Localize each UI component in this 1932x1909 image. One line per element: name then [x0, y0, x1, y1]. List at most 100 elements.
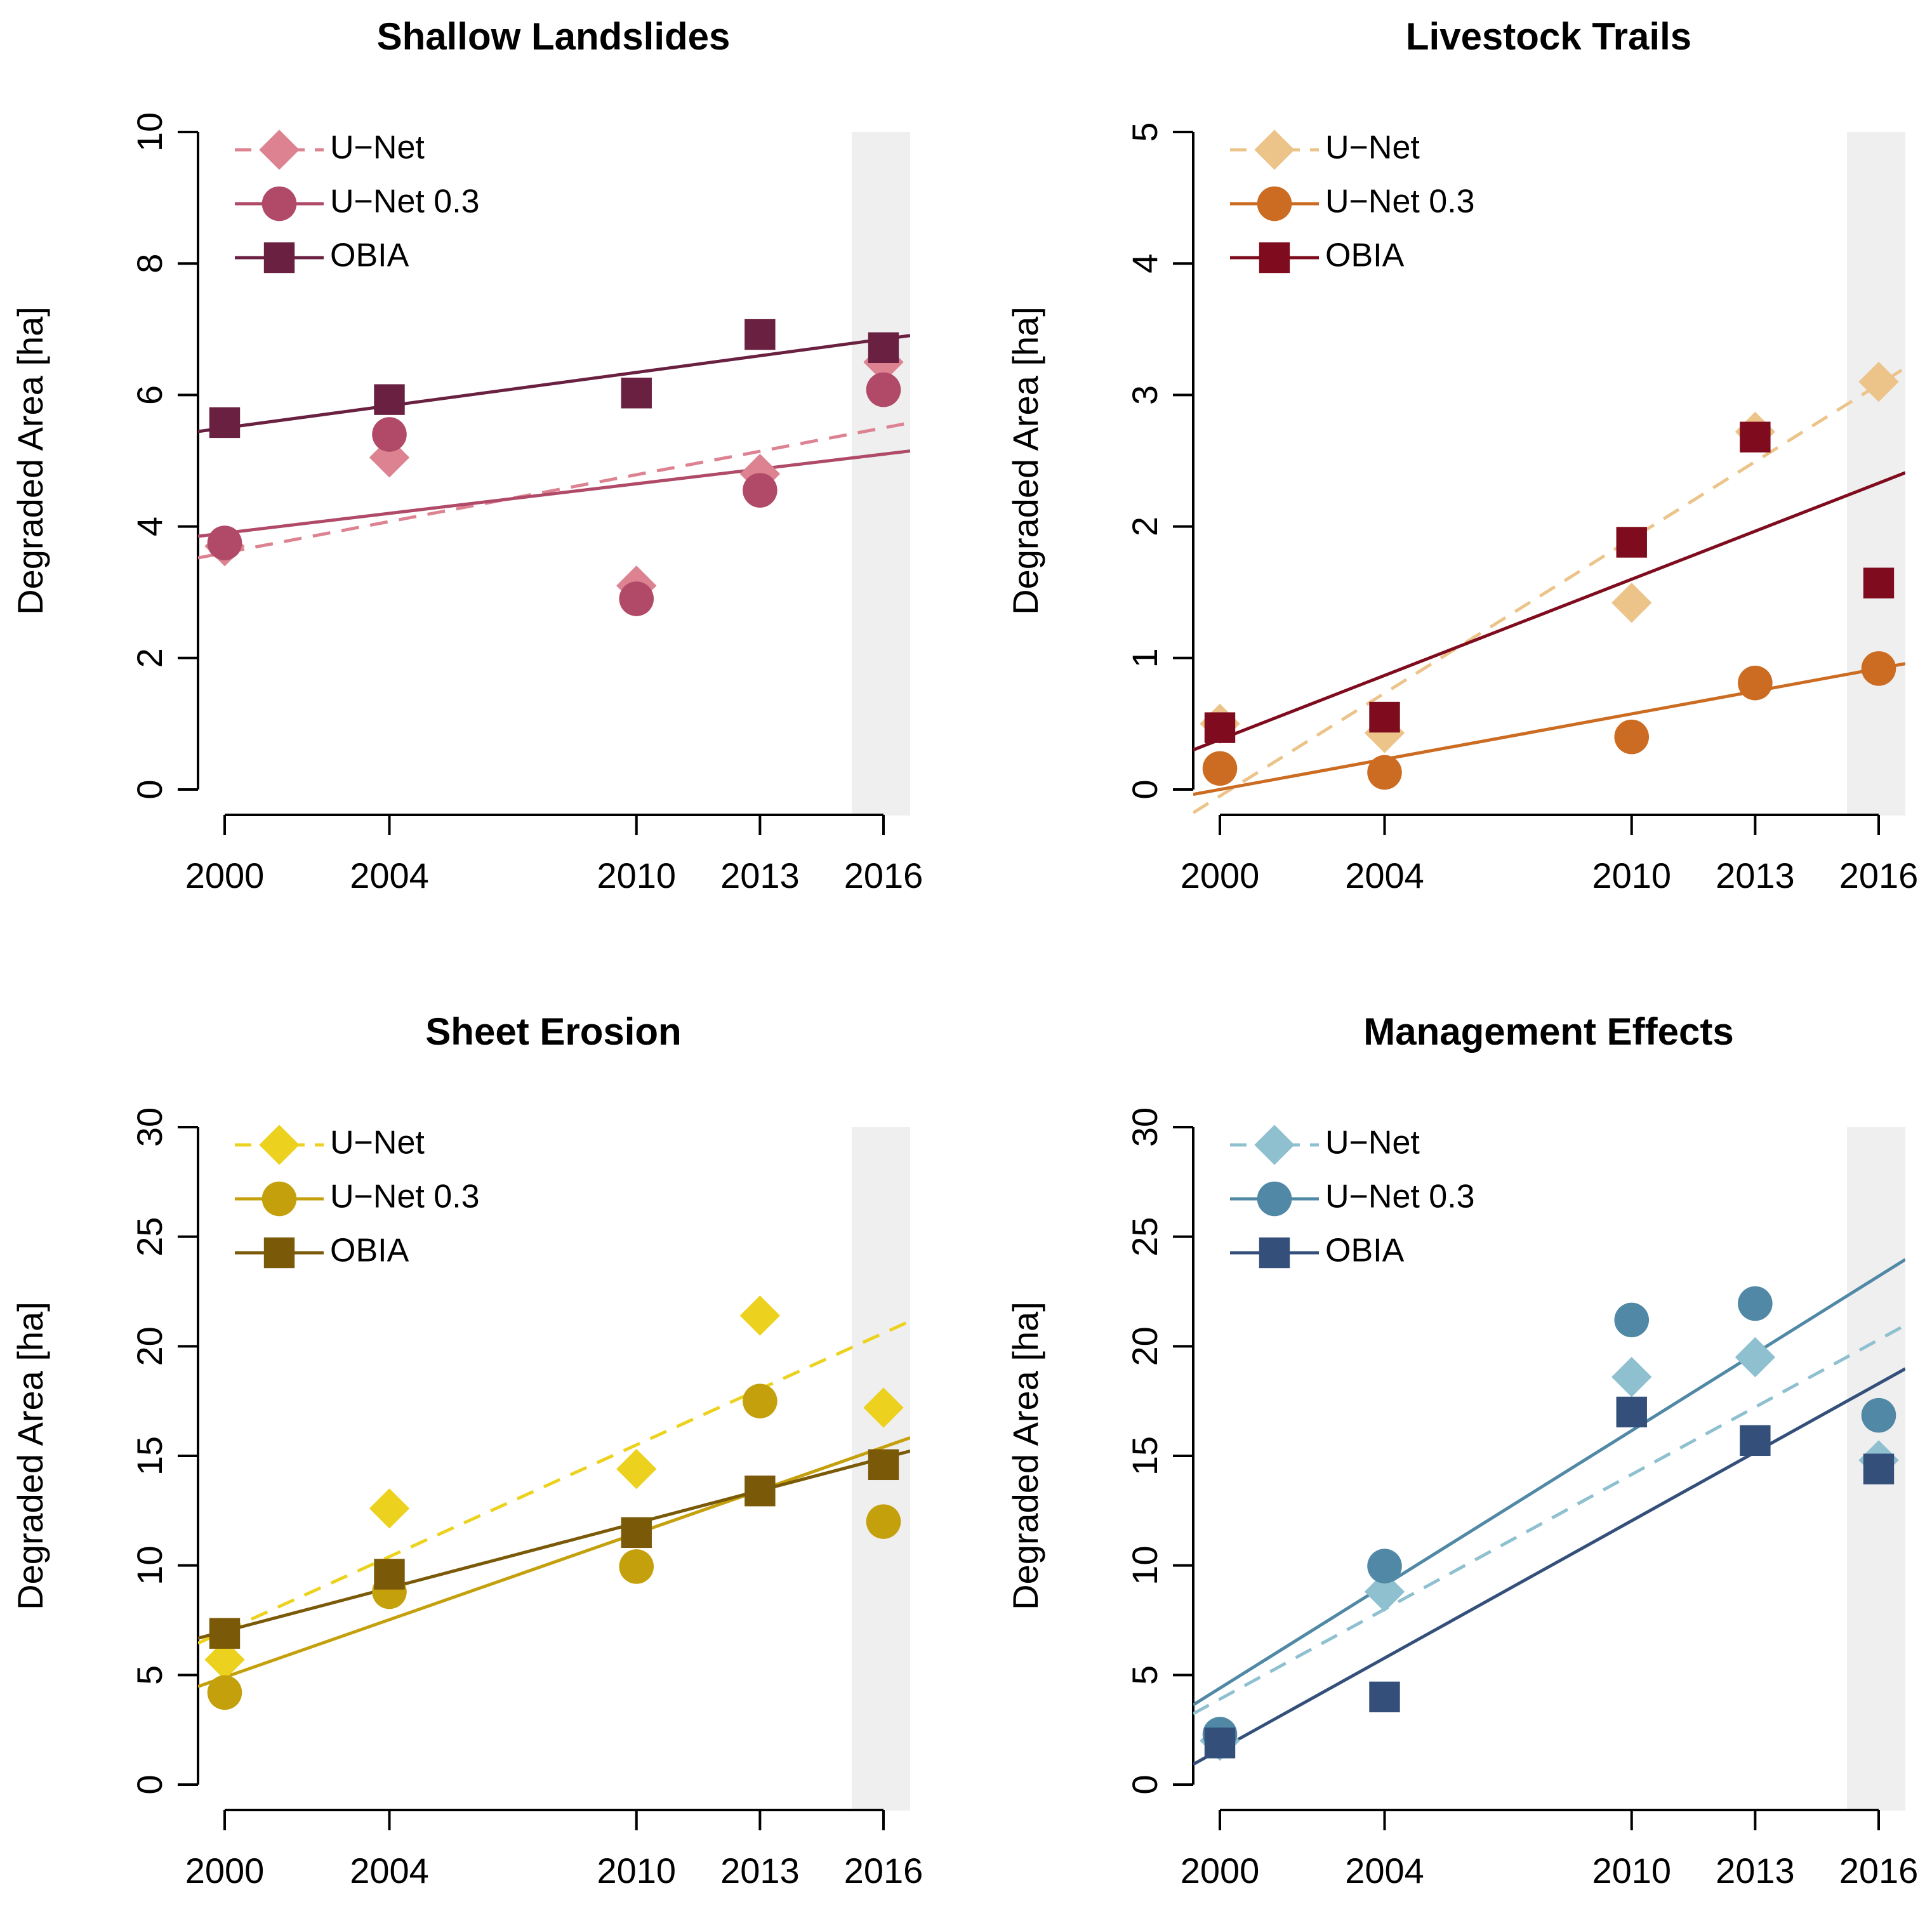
data-point-obia-2000 [209, 1618, 241, 1649]
y-axis-label: Degraded Area [ha] [1005, 307, 1045, 615]
trend-lines [1193, 366, 1905, 814]
x-tick-label: 2016 [1839, 1851, 1919, 1891]
legend-marker-obia [263, 1237, 295, 1269]
y-tick-label: 2 [129, 648, 169, 668]
data-point-u-net-2004 [369, 1488, 410, 1529]
data-point-u-net-0-3-2000 [207, 525, 242, 560]
trend-line-u-net [1193, 366, 1905, 814]
legend-label: U−Net 0.3 [1325, 1179, 1475, 1215]
legend: U−Net U−Net 0.3 OBIA [235, 1125, 480, 1269]
y-tick-label: 10 [129, 112, 169, 152]
data-point-u-net-2004 [1364, 1571, 1405, 1612]
legend-marker-u-net [259, 129, 300, 170]
y-tick-label: 5 [1125, 1665, 1165, 1685]
chart-title: Livestock Trails [1406, 15, 1691, 58]
panel-shallow-landslides: Shallow Landslides 0 2 4 6 8 10 Degraded Area [… [10, 15, 923, 895]
legend-marker-obia [1259, 242, 1290, 274]
chart-title: Sheet Erosion [425, 1010, 681, 1053]
data-point-u-net-2016 [863, 1387, 904, 1428]
y-tick-label: 15 [129, 1436, 169, 1476]
data-point-obia-2010 [621, 1517, 652, 1549]
legend-label: U−Net [330, 129, 425, 166]
legend: U−Net U−Net 0.3 OBIA [235, 129, 480, 274]
legend-label: U−Net [330, 1125, 425, 1161]
panel-livestock-trails: Livestock Trails 0 1 2 3 4 5 Degraded Area [ha]… [1005, 15, 1918, 895]
y-tick-label: 30 [1125, 1107, 1165, 1147]
x-tick-label: 2013 [1716, 855, 1795, 895]
data-point-u-net-2010 [1611, 583, 1652, 623]
data-point-obia-2004 [1369, 701, 1400, 733]
x-tick-label: 2004 [1345, 855, 1424, 895]
y-tick-label: 30 [129, 1107, 169, 1147]
y-tick-label: 3 [1125, 385, 1165, 405]
y-tick-label: 25 [129, 1217, 169, 1257]
trend-line-obia [198, 334, 910, 433]
y-tick-label: 20 [1125, 1326, 1165, 1366]
x-tick-label: 2016 [844, 1851, 923, 1891]
x-tick-label: 2013 [1716, 1851, 1795, 1891]
y-tick-label: 1 [1125, 648, 1165, 668]
trend-line-u-net [198, 1319, 910, 1645]
data-point-u-net-0-3-2000 [1202, 751, 1238, 786]
legend: U−Net U−Net 0.3 OBIA [1230, 129, 1475, 274]
data-point-u-net-0-3-2013 [743, 473, 777, 508]
y-tick-label: 10 [1125, 1546, 1165, 1585]
legend-label: U−Net [1325, 1125, 1420, 1161]
x-tick-label: 2010 [597, 855, 676, 895]
trend-lines [1193, 1258, 1905, 1766]
y-tick-label: 0 [1125, 779, 1165, 799]
legend-marker-u-net [1254, 1125, 1295, 1165]
data-point-u-net-0-3-2016 [866, 372, 901, 407]
data-point-u-net-0-3-2004 [372, 417, 407, 452]
series-u-net-0-3 [207, 372, 901, 616]
data-point-obia-2004 [1369, 1681, 1400, 1713]
data-point-obia-2004 [374, 384, 405, 415]
trend-line-u-net-0-3 [198, 449, 910, 538]
y-axis-label: Degraded Area [ha] [1005, 1302, 1045, 1610]
legend-label: U−Net 0.3 [330, 183, 480, 220]
y-tick-label: 8 [129, 254, 169, 274]
data-point-u-net-0-3-2013 [743, 1384, 777, 1418]
legend-marker-u-net-0-3 [261, 186, 297, 221]
data-point-u-net-0-3-2013 [1738, 665, 1773, 701]
data-point-u-net-0-3-2000 [207, 1675, 242, 1710]
y-axis-label: Degraded Area [ha] [10, 307, 50, 615]
x-tick-label: 2016 [1839, 855, 1919, 895]
y-tick-label: 4 [1125, 254, 1165, 274]
y-tick-label: 25 [1125, 1217, 1165, 1257]
x-tick-label: 2013 [720, 1851, 800, 1891]
data-point-u-net-2013 [739, 1295, 781, 1336]
data-point-obia-2000 [209, 407, 241, 439]
series-u-net [1200, 362, 1899, 753]
data-point-obia-2013 [744, 319, 776, 350]
x-tick-label: 2013 [720, 855, 800, 895]
legend-label: OBIA [1325, 237, 1405, 274]
data-point-obia-2010 [1616, 1396, 1647, 1428]
trend-line-obia [198, 1449, 910, 1640]
series-obia [209, 319, 899, 439]
series-u-net-0-3 [1202, 1286, 1896, 1752]
data-point-obia-2016 [868, 332, 899, 364]
legend-marker-u-net-0-3 [1257, 1181, 1292, 1217]
x-tick-label: 2004 [350, 855, 429, 895]
data-point-u-net-2016 [1858, 362, 1899, 402]
legend-label: U−Net 0.3 [1325, 183, 1475, 220]
x-tick-label: 2016 [844, 855, 923, 895]
x-tick-label: 2000 [185, 855, 265, 895]
y-tick-label: 5 [129, 1665, 169, 1685]
y-axis-label: Degraded Area [ha] [10, 1302, 50, 1610]
shaded-region-2016 [852, 132, 910, 816]
trend-line-u-net-0-3 [198, 1436, 910, 1688]
trend-line-u-net-0-3 [1193, 662, 1905, 796]
x-tick-label: 2010 [1592, 855, 1671, 895]
legend-marker-u-net-0-3 [261, 1181, 297, 1217]
legend-marker-u-net [1254, 129, 1295, 170]
data-point-u-net-0-3-2016 [866, 1504, 901, 1539]
x-tick-label: 2010 [1592, 1851, 1671, 1891]
trend-lines [198, 334, 910, 560]
data-point-u-net-0-3-2010 [1614, 1302, 1650, 1338]
y-tick-label: 2 [1125, 517, 1165, 536]
panel-sheet-erosion: Sheet Erosion 0 5 10 15 20 25 30 Degraded Area [… [10, 1010, 923, 1891]
legend-marker-obia [1259, 1237, 1290, 1269]
